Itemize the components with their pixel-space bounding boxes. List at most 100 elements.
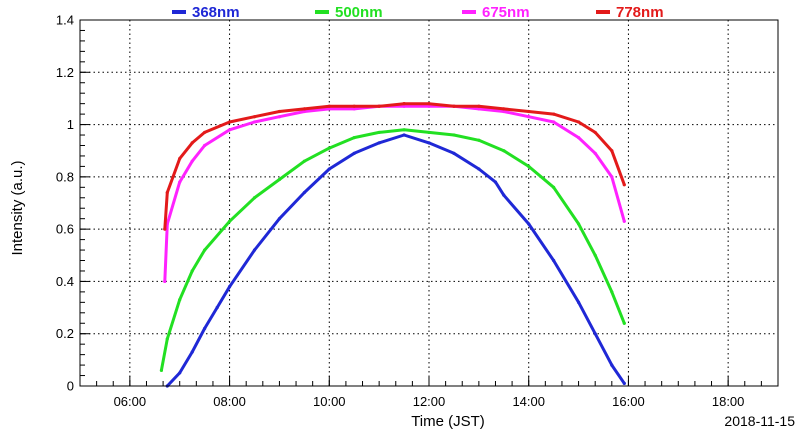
data-point: [477, 167, 481, 171]
y-tick-label: 0.8: [56, 169, 74, 184]
data-point: [227, 120, 232, 124]
data-point: [203, 130, 207, 135]
data-point: [427, 102, 431, 106]
data-point: [215, 305, 219, 310]
data-point: [190, 141, 194, 145]
data-point: [377, 141, 381, 145]
data-point: [227, 219, 232, 223]
y-tick-label: 1.4: [56, 13, 74, 28]
y-axis-title: Intensity (a.u.): [9, 160, 26, 255]
data-point: [452, 133, 456, 137]
data-point: [203, 248, 207, 252]
data-point: [610, 290, 614, 294]
data-point: [452, 104, 456, 108]
data-point: [377, 104, 381, 108]
x-tick-label: 14:00: [512, 394, 545, 409]
x-tick-label: 06:00: [114, 394, 147, 409]
data-point: [477, 107, 481, 111]
data-point: [252, 196, 257, 200]
x-axis-title: Time (JST): [411, 413, 485, 430]
data-point: [165, 190, 169, 195]
data-point: [277, 109, 282, 114]
data-point: [377, 130, 381, 135]
data-point: [622, 381, 626, 385]
data-point: [327, 167, 331, 171]
data-point: [593, 151, 597, 155]
data-point: [402, 128, 406, 132]
data-point: [576, 136, 581, 140]
data-point: [622, 219, 626, 223]
data-point: [252, 248, 257, 252]
data-point: [610, 175, 614, 179]
date-label: 2018-11-15: [724, 413, 795, 429]
data-point: [427, 104, 431, 108]
data-point: [277, 177, 282, 182]
legend-label: 778nm: [616, 4, 664, 21]
data-point: [527, 222, 531, 226]
y-tick-label: 0.6: [56, 222, 74, 237]
data-point: [610, 149, 614, 153]
x-tick-label: 16:00: [612, 394, 645, 409]
data-point: [203, 143, 207, 148]
data-point: [159, 368, 164, 372]
data-point: [452, 151, 456, 155]
data-point: [576, 120, 581, 124]
data-point: [352, 151, 356, 155]
data-point: [327, 146, 331, 150]
y-tick-label: 1.2: [56, 65, 74, 80]
y-tick-label: 0: [67, 379, 74, 394]
data-point: [165, 337, 169, 341]
data-point: [593, 332, 597, 336]
data-point: [302, 109, 306, 114]
data-point: [190, 269, 194, 273]
data-point: [302, 159, 306, 163]
data-point: [552, 112, 556, 116]
data-point: [178, 156, 182, 161]
data-point: [527, 109, 531, 114]
data-point: [227, 128, 232, 132]
plot-area: [80, 20, 778, 386]
data-point: [477, 138, 481, 142]
data-point: [178, 298, 182, 302]
data-point: [527, 115, 531, 119]
data-point: [302, 190, 306, 195]
data-point: [552, 120, 556, 124]
data-point: [477, 104, 481, 108]
data-point: [552, 258, 556, 263]
data-point: [178, 371, 182, 375]
data-point: [610, 363, 614, 367]
y-tick-label: 0.4: [56, 274, 74, 289]
legend-label: 500nm: [335, 4, 383, 21]
data-point: [163, 279, 167, 284]
legend-label: 675nm: [482, 4, 530, 21]
data-point: [327, 104, 331, 108]
data-point: [593, 253, 597, 257]
data-point: [402, 104, 406, 108]
data-point: [277, 115, 282, 119]
data-point: [178, 180, 182, 184]
data-point: [427, 130, 431, 135]
legend-label: 368nm: [192, 4, 240, 21]
data-point: [277, 217, 282, 221]
data-point: [527, 164, 531, 168]
series-line-368nm: [165, 133, 626, 388]
data-point: [352, 136, 356, 140]
data-point: [427, 141, 431, 145]
data-point: [576, 300, 581, 304]
data-point: [252, 120, 257, 124]
data-point: [352, 107, 356, 111]
data-point: [190, 159, 194, 163]
data-point: [593, 130, 597, 135]
data-point: [227, 285, 232, 289]
data-point: [163, 227, 167, 231]
data-point: [493, 180, 498, 184]
x-tick-label: 18:00: [712, 394, 745, 409]
x-tick-label: 08:00: [213, 394, 246, 409]
data-point: [622, 321, 626, 325]
data-point: [502, 109, 506, 114]
x-tick-label: 12:00: [413, 394, 446, 409]
data-point: [502, 149, 506, 153]
x-tick-label: 10:00: [313, 394, 346, 409]
data-point: [502, 107, 506, 111]
data-point: [203, 326, 207, 331]
